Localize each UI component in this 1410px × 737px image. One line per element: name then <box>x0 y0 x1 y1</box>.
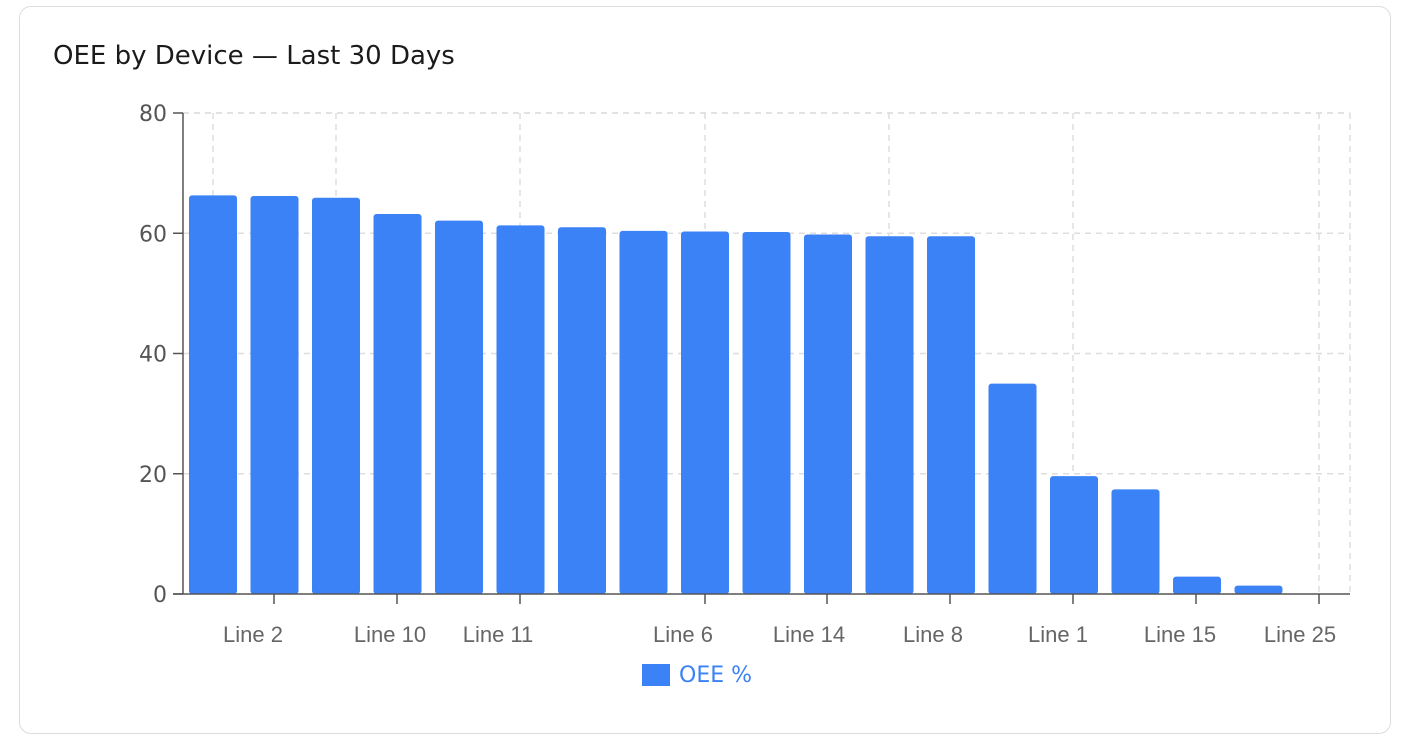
bar[interactable] <box>435 220 483 594</box>
x-axis-ticks: Line 2 Line 10 Line 11 Line 6 Line 14 Line 8 L… <box>223 594 1336 647</box>
bar[interactable] <box>681 231 729 595</box>
chart-title: OEE by Device — Last 30 Days <box>53 41 455 71</box>
bar[interactable] <box>742 232 791 595</box>
x-tick-label: Line 15 <box>1144 622 1216 647</box>
x-tick-label: Line 8 <box>903 622 963 647</box>
bar[interactable] <box>1173 576 1221 594</box>
bar[interactable] <box>927 236 975 594</box>
y-tick-label: 20 <box>139 463 167 488</box>
y-tick-label: 80 <box>139 102 167 127</box>
legend-swatch[interactable] <box>642 664 670 686</box>
bars <box>189 195 1283 595</box>
bar[interactable] <box>988 383 1037 594</box>
bar[interactable] <box>1050 476 1098 594</box>
bar[interactable] <box>312 197 360 594</box>
y-tick-label: 0 <box>153 583 167 608</box>
y-tick-label: 60 <box>139 222 167 247</box>
bar[interactable] <box>373 214 422 594</box>
bar[interactable] <box>1111 489 1160 594</box>
bar[interactable] <box>558 227 606 595</box>
bar[interactable] <box>250 195 299 594</box>
x-tick-label: Line 6 <box>653 622 713 647</box>
x-tick-label: Line 10 <box>354 622 426 647</box>
bar[interactable] <box>1234 585 1283 594</box>
bar[interactable] <box>865 236 914 594</box>
y-tick-label: 40 <box>139 343 167 368</box>
x-tick-label: Line 1 <box>1028 622 1088 647</box>
bar[interactable] <box>189 195 237 594</box>
bar[interactable] <box>619 230 668 594</box>
bar[interactable] <box>804 234 852 594</box>
legend: OEE % <box>642 663 752 688</box>
x-tick-label: Line 2 <box>223 622 283 647</box>
bar[interactable] <box>496 225 545 594</box>
x-tick-label: Line 11 <box>463 622 534 647</box>
x-tick-label: Line 14 <box>773 622 845 647</box>
x-tick-label: Line 25 <box>1264 622 1336 647</box>
y-axis-ticks: 0 20 40 60 80 <box>139 102 183 608</box>
legend-label[interactable]: OEE % <box>679 663 752 688</box>
